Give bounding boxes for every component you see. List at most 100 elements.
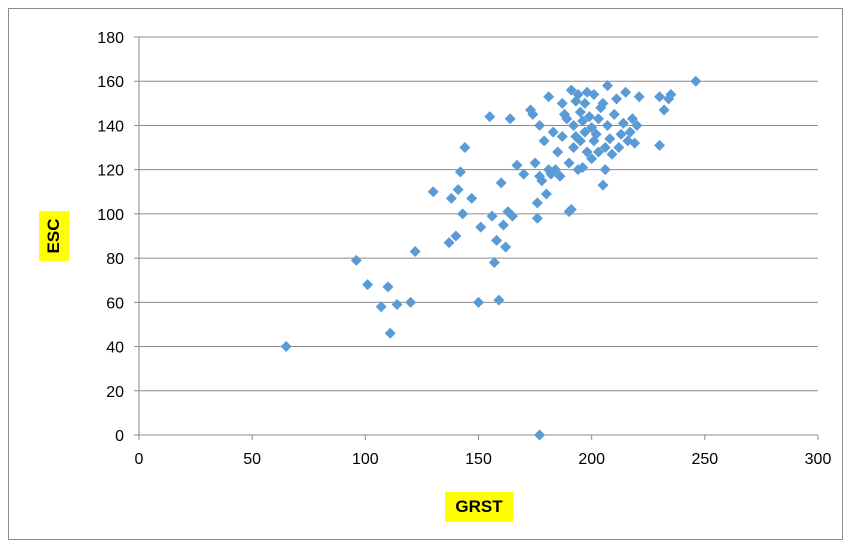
data-point bbox=[454, 166, 466, 178]
y-tick-label: 80 bbox=[106, 251, 124, 268]
data-point bbox=[565, 84, 577, 96]
y-axis-label-highlight bbox=[39, 211, 69, 261]
data-point bbox=[443, 237, 455, 249]
data-point bbox=[350, 254, 362, 266]
data-point bbox=[624, 126, 636, 138]
data-point bbox=[599, 164, 611, 176]
x-tick-label: 0 bbox=[135, 451, 144, 468]
data-point bbox=[617, 117, 629, 129]
data-point bbox=[497, 219, 509, 231]
data-point bbox=[527, 108, 539, 120]
data-point bbox=[586, 122, 598, 134]
chart-frame bbox=[8, 8, 843, 540]
x-tick-label: 100 bbox=[352, 451, 379, 468]
gridlines bbox=[139, 36, 818, 392]
y-axis-label: ESC bbox=[44, 218, 63, 254]
data-point bbox=[475, 221, 487, 233]
data-point bbox=[658, 104, 670, 116]
data-point bbox=[531, 212, 543, 224]
data-point bbox=[626, 113, 638, 125]
data-point bbox=[540, 188, 552, 200]
data-point bbox=[511, 159, 523, 171]
data-point bbox=[500, 241, 512, 253]
data-point bbox=[583, 111, 595, 123]
y-tick-label: 160 bbox=[97, 74, 124, 91]
data-point bbox=[568, 142, 580, 154]
data-point bbox=[409, 245, 421, 257]
data-point bbox=[391, 299, 403, 311]
data-point bbox=[690, 75, 702, 87]
data-point bbox=[592, 146, 604, 158]
y-tick-label: 120 bbox=[97, 163, 124, 180]
data-point bbox=[493, 294, 505, 306]
data-point bbox=[577, 115, 589, 127]
data-point bbox=[572, 88, 584, 100]
data-point bbox=[534, 429, 546, 441]
data-point bbox=[280, 341, 292, 353]
data-point bbox=[592, 113, 604, 125]
y-tick-label: 0 bbox=[115, 428, 124, 445]
data-point bbox=[518, 168, 530, 180]
data-point bbox=[534, 119, 546, 131]
data-point bbox=[586, 153, 598, 165]
axes bbox=[134, 36, 819, 440]
data-point bbox=[549, 164, 561, 176]
x-tick-label: 150 bbox=[465, 451, 492, 468]
data-point bbox=[382, 281, 394, 293]
y-tick-label: 20 bbox=[106, 384, 124, 401]
y-tick-label: 140 bbox=[97, 118, 124, 135]
data-point bbox=[563, 157, 575, 169]
data-point bbox=[459, 142, 471, 154]
data-point bbox=[631, 119, 643, 131]
data-points bbox=[280, 75, 702, 441]
data-point bbox=[565, 203, 577, 215]
data-point bbox=[568, 119, 580, 131]
data-point bbox=[552, 146, 564, 158]
data-point bbox=[611, 93, 623, 105]
data-point bbox=[608, 108, 620, 120]
data-point bbox=[654, 139, 666, 151]
data-point bbox=[556, 97, 568, 109]
data-point bbox=[543, 91, 555, 103]
data-point bbox=[597, 179, 609, 191]
y-tick-label: 40 bbox=[106, 340, 124, 357]
data-point bbox=[491, 234, 503, 246]
y-tick-label: 180 bbox=[97, 30, 124, 47]
data-point bbox=[445, 192, 457, 204]
data-point bbox=[457, 208, 469, 220]
data-point bbox=[588, 88, 600, 100]
data-point bbox=[531, 197, 543, 209]
data-point bbox=[554, 170, 566, 182]
data-point bbox=[450, 230, 462, 242]
data-point bbox=[384, 327, 396, 339]
data-point bbox=[597, 97, 609, 109]
x-tick-label: 300 bbox=[805, 451, 832, 468]
x-axis-label: GRST bbox=[445, 492, 513, 522]
data-point bbox=[633, 91, 645, 103]
data-point bbox=[581, 146, 593, 158]
data-point bbox=[665, 88, 677, 100]
data-point bbox=[579, 97, 591, 109]
data-point bbox=[590, 128, 602, 140]
data-point bbox=[375, 301, 387, 313]
data-point bbox=[495, 177, 507, 189]
data-point bbox=[362, 279, 374, 291]
data-point bbox=[506, 210, 518, 222]
data-point bbox=[538, 135, 550, 147]
data-point bbox=[473, 296, 484, 308]
data-point bbox=[504, 113, 516, 125]
data-point bbox=[615, 128, 627, 140]
data-point bbox=[602, 80, 614, 92]
data-point bbox=[466, 192, 478, 204]
data-point bbox=[486, 210, 498, 222]
data-point bbox=[620, 86, 632, 98]
data-point bbox=[529, 157, 541, 169]
data-point bbox=[577, 161, 589, 173]
data-point bbox=[405, 296, 417, 308]
data-point bbox=[654, 91, 666, 103]
data-point bbox=[574, 106, 586, 118]
data-point bbox=[574, 135, 586, 147]
x-tick-label: 50 bbox=[243, 451, 261, 468]
y-tick-label: 60 bbox=[106, 295, 124, 312]
